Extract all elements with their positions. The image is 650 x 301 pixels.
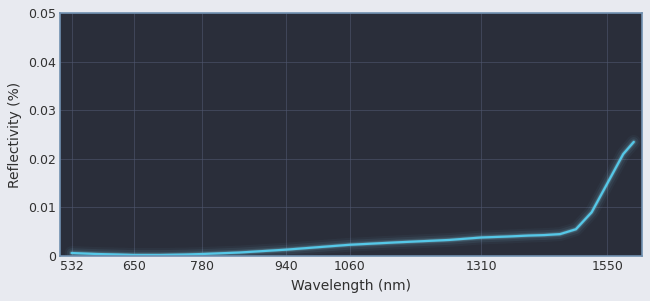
Y-axis label: Reflectivity (%): Reflectivity (%): [8, 82, 22, 188]
X-axis label: Wavelength (nm): Wavelength (nm): [291, 279, 411, 293]
